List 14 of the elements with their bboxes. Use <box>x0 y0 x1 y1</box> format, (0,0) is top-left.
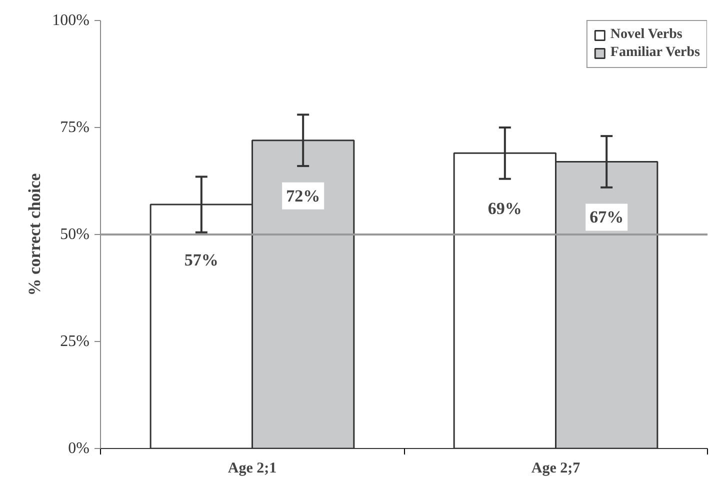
legend-label: Novel Verbs <box>610 27 682 43</box>
y-tick-label: 0% <box>68 440 90 457</box>
x-tick-label: Age 2;1 <box>228 460 277 476</box>
y-tick-label: 100% <box>52 12 90 29</box>
y-tick-label: 25% <box>60 333 90 350</box>
legend-label: Familiar Verbs <box>610 45 700 61</box>
data-label: 57% <box>184 250 218 270</box>
data-label: 69% <box>488 199 522 218</box>
y-tick-label: 50% <box>60 226 90 243</box>
data-label: 72% <box>286 186 320 206</box>
y-tick-label: 75% <box>60 119 90 136</box>
x-tick-label: Age 2;7 <box>531 460 581 476</box>
data-label: 67% <box>590 208 624 227</box>
y-axis-title: % correct choice <box>25 172 44 296</box>
